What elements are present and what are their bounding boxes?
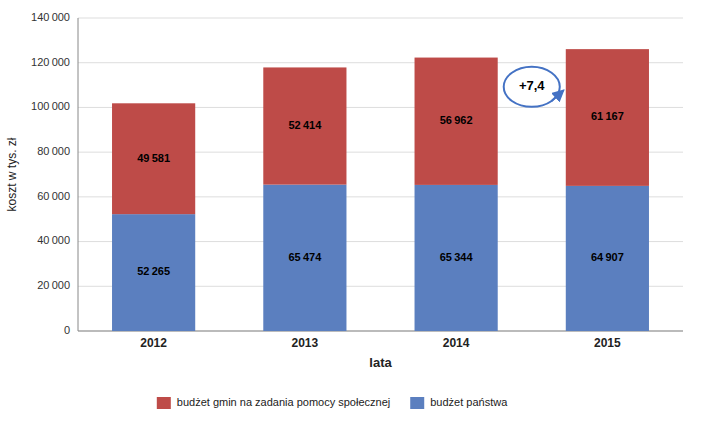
y-tick-label: 0 — [64, 324, 70, 336]
data-labels: 52 265 65 474 65 344 64 907 49 581 52 414 56 9… — [137, 110, 624, 277]
data-label: 49 581 — [137, 152, 170, 164]
data-label: 52 265 — [137, 265, 170, 277]
data-label: 61 167 — [591, 110, 624, 122]
annotation: +7,4 — [504, 67, 564, 107]
x-axis-title: lata — [369, 355, 392, 370]
bars — [112, 49, 649, 331]
legend-swatch — [410, 397, 424, 409]
bar-segment — [415, 58, 498, 185]
legend-label: budżet gmin na zadania pomocy społecznej — [177, 396, 390, 408]
bar-segment — [263, 67, 346, 184]
y-tick-label: 120 000 — [31, 56, 70, 68]
legend-swatch — [157, 397, 171, 409]
chart: 0 20 000 40 000 60 000 80 000 100 000 120 000 1… — [0, 0, 703, 423]
grid-line — [78, 18, 683, 19]
bar-segment — [566, 186, 649, 331]
x-tick-label: 2013 — [292, 336, 319, 350]
data-label: 65 344 — [440, 251, 474, 263]
x-tick-label: 2014 — [443, 336, 470, 350]
x-tick-label: 2015 — [594, 336, 621, 350]
y-axis-line — [78, 18, 79, 331]
axes: 0 20 000 40 000 60 000 80 000 100 000 120 000 1… — [31, 11, 683, 350]
bar-segment — [263, 185, 346, 331]
y-tick-label: 100 000 — [31, 100, 70, 112]
y-tick-label: 20 000 — [37, 279, 70, 291]
y-tick-label: 140 000 — [31, 11, 70, 23]
data-label: 65 474 — [288, 251, 322, 263]
y-tick-label: 60 000 — [37, 190, 70, 202]
y-tick-label: 40 000 — [37, 234, 70, 246]
grid — [78, 18, 683, 331]
bar-segment — [112, 214, 195, 331]
annotation-text: +7,4 — [519, 78, 545, 93]
data-label: 56 962 — [440, 114, 473, 126]
y-tick-label: 80 000 — [37, 145, 70, 157]
x-tick-label: 2012 — [140, 336, 167, 350]
y-axis-title: koszt w tys. zł — [5, 137, 19, 211]
data-label: 52 414 — [288, 119, 322, 131]
data-label: 64 907 — [591, 251, 624, 263]
legend: budżet gmin na zadania pomocy społecznej… — [157, 396, 508, 409]
bar-segment — [566, 49, 649, 186]
bar-segment — [415, 185, 498, 331]
bar-segment — [112, 103, 195, 214]
annotation-arrow — [551, 90, 563, 101]
legend-label: budżet państwa — [430, 396, 508, 408]
